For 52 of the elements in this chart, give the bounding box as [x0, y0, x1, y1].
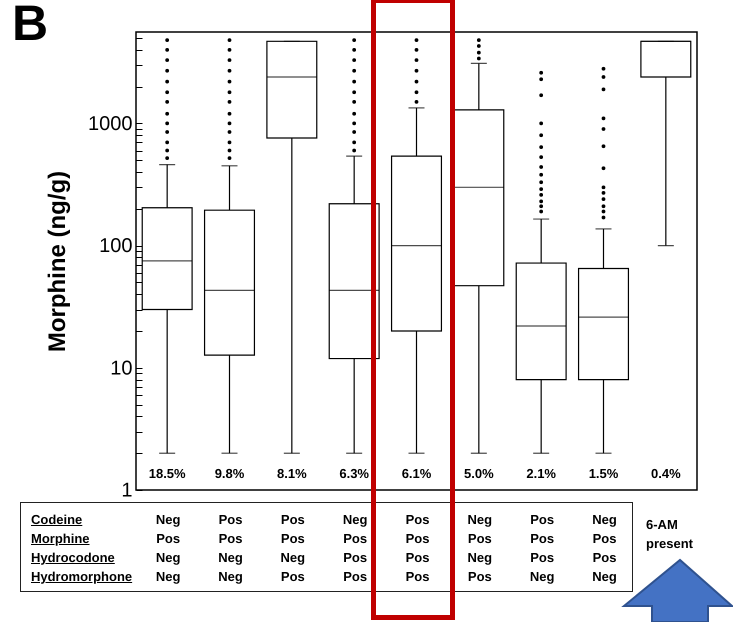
text: Pos: [343, 531, 368, 546]
text: Neg: [342, 512, 368, 527]
text: Neg: [468, 550, 492, 565]
x-tick-label: 6.1%: [402, 466, 432, 481]
text: Neg: [156, 569, 180, 584]
x-tick-label: 8.1%: [277, 466, 308, 481]
text: Pos: [530, 512, 554, 527]
text: Pos: [592, 550, 616, 565]
text: Neg: [218, 550, 243, 565]
text: Pos: [406, 569, 430, 584]
text: 6-AM present: [646, 516, 694, 553]
y-tick-label: 1: [121, 480, 132, 502]
text: Pos: [218, 531, 242, 546]
text: Codeine: [31, 512, 82, 527]
text: Pos: [280, 512, 305, 527]
text: Pos: [343, 569, 368, 584]
text: Hydromorphone: [31, 569, 132, 584]
text: Neg: [468, 512, 492, 527]
text: Pos: [592, 531, 616, 546]
text: Neg: [280, 550, 306, 565]
text: Pos: [280, 569, 305, 584]
x-tick-label: 9.8%: [214, 466, 245, 481]
text: Pos: [468, 569, 492, 584]
text: Pos: [343, 550, 368, 565]
x-tick-label: 18.5%: [148, 466, 186, 481]
chart-title: B: [12, 0, 48, 52]
text: Neg: [592, 569, 617, 584]
text: Pos: [280, 531, 305, 546]
text: Pos: [406, 550, 430, 565]
text: Pos: [406, 531, 430, 546]
text: Neg: [218, 569, 243, 584]
x-tick-label: 1.5%: [588, 466, 619, 481]
text: Pos: [468, 531, 492, 546]
y-tick-label: 1000: [88, 112, 132, 135]
text: Pos: [530, 550, 554, 565]
x-tick-label: 5.0%: [464, 466, 494, 481]
x-tick-label: 0.4%: [651, 466, 682, 481]
y-tick-label: 10: [110, 357, 132, 380]
x-tick-label: 6.3%: [339, 466, 370, 481]
y-axis-title: Morphine (ng/g): [44, 170, 72, 352]
text: Pos: [406, 512, 430, 527]
text: Hydrocodone: [31, 550, 115, 565]
text: Neg: [592, 512, 617, 527]
text: Neg: [530, 569, 554, 584]
text: Pos: [218, 512, 242, 527]
text: Neg: [156, 550, 180, 565]
text: Pos: [530, 531, 554, 546]
text: Morphine: [31, 531, 90, 546]
text: Neg: [156, 512, 180, 527]
x-tick-label: 2.1%: [526, 466, 556, 481]
y-tick-label: 100: [99, 235, 132, 258]
text: Pos: [156, 531, 180, 546]
